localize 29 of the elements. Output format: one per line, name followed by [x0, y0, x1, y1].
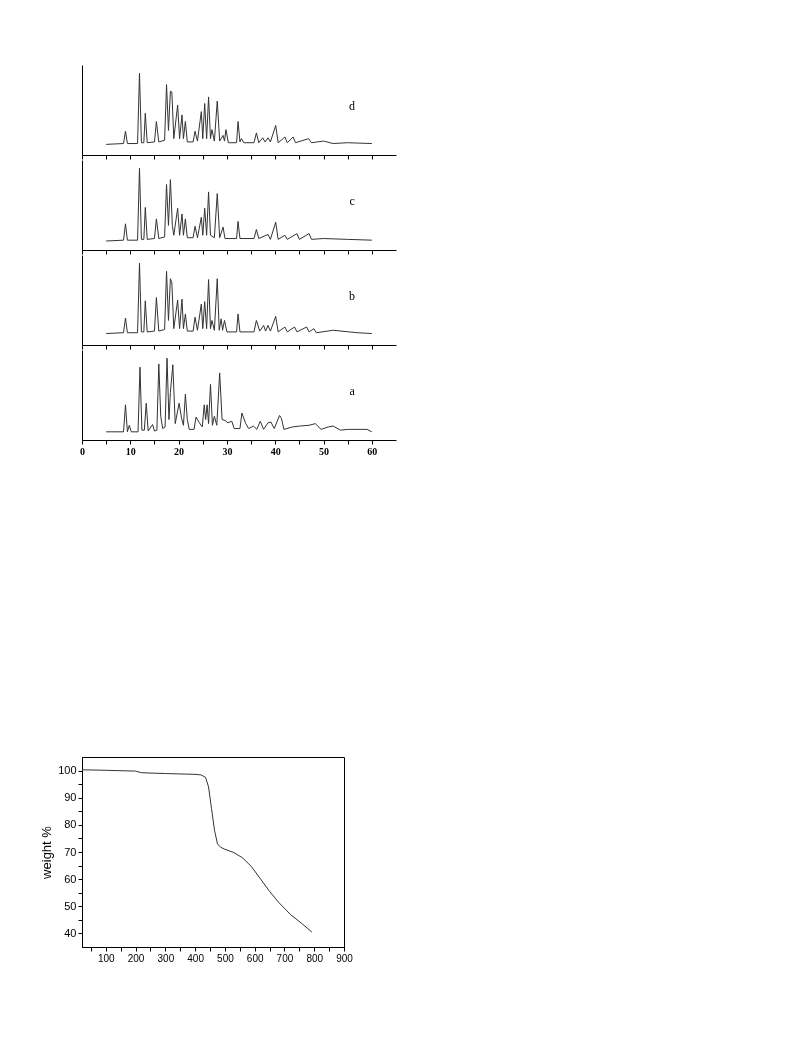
text: b	[349, 288, 356, 303]
x-tick-label: 300	[157, 952, 175, 964]
x-tick-label: 700	[276, 952, 294, 964]
x-tick-label: 60	[367, 445, 378, 457]
x-tick-label: 500	[217, 952, 235, 964]
text: a	[349, 383, 356, 398]
x-tick-label: 200	[127, 952, 145, 964]
y-tick-label: 40	[64, 926, 77, 939]
x-tick-label: 600	[246, 952, 264, 964]
x-tick-label: 800	[306, 952, 324, 964]
x-tick-label: 20	[174, 445, 185, 457]
x-tick-label: 30	[222, 445, 233, 457]
x-tick-label: 40	[270, 445, 281, 457]
y-tick-label: 80	[64, 818, 77, 831]
x-tick-label: 400	[187, 952, 205, 964]
y-tick-label: 60	[64, 872, 77, 885]
x-tick-label: 100	[97, 952, 116, 964]
x-tick-label: 900	[336, 952, 354, 964]
text: c	[349, 193, 355, 208]
y-axis-title: weight %	[39, 825, 55, 880]
y-tick-label: 100	[58, 764, 77, 777]
y-tick-label: 70	[64, 845, 77, 858]
x-tick-label: 10	[125, 445, 136, 457]
y-tick-label: 50	[64, 899, 77, 912]
x-tick-label: 50	[319, 445, 330, 457]
text: d	[349, 98, 356, 113]
line-series	[81, 769, 313, 933]
x-tick-label: 0	[80, 445, 85, 457]
y-tick-label: 90	[64, 791, 77, 804]
